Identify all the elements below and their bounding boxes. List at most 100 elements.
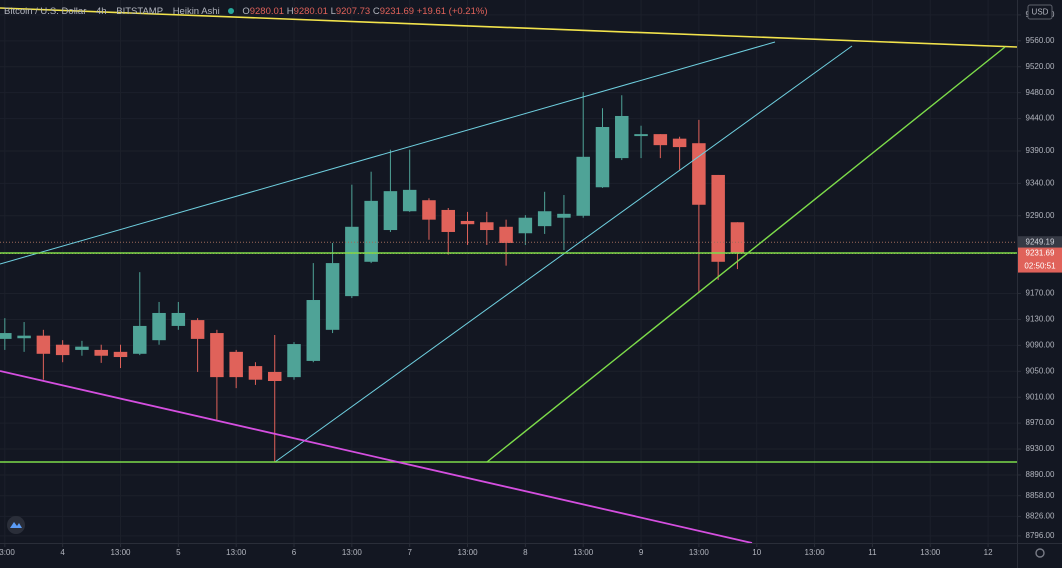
chart-style: Heikin Ashi [172,6,220,17]
candle-body [113,351,128,358]
currency-box [1027,4,1053,20]
candle-body [229,351,243,378]
ohlc-value: 9207.73 [335,6,371,17]
y-tick-label: 8796.00 [1026,531,1055,540]
y-tick-label: 9130.00 [1026,315,1055,324]
y-tick-label: 8890.00 [1026,470,1055,479]
candle-body [210,333,224,378]
y-tick-label: 9560.00 [1026,36,1055,45]
x-tick-label: 9 [639,548,644,557]
legend-header: Bitcoin / U.S. Dollar 4h BITSTAMP Heikin… [4,6,487,17]
trend-line [0,370,753,543]
ohlc-values: O9280.01 H9280.01 L9207.73 C9231.69 [242,6,416,17]
candle-body [383,191,398,231]
x-tick-label: 13:00 [805,548,826,557]
grid [0,0,1017,543]
y-tick-label: 9050.00 [1026,366,1055,375]
interval: 4h [96,6,107,17]
candle-body [634,134,648,137]
ohlc-value: 9280.01 [249,6,285,17]
symbol: Bitcoin / U.S. Dollar [4,6,87,17]
candle-body [17,335,31,339]
x-tick-label: 10 [752,548,761,557]
last-price-label: 9231.69 [1026,249,1055,258]
y-tick-label: 9090.00 [1026,340,1055,349]
y-tick-label: 9480.00 [1026,88,1055,97]
candle-body [460,220,475,225]
candle-body [615,115,629,159]
x-tick-label: 12 [984,548,993,557]
settings-icon[interactable] [1035,548,1045,558]
y-tick-label: 9520.00 [1026,62,1055,71]
countdown-label: 02:50:51 [1024,262,1056,271]
ohlc-label: C [372,6,380,17]
x-tick-label: 6 [292,548,297,557]
drawings [0,7,1017,543]
x-tick-label: 8 [523,548,528,557]
candle-body [248,366,263,380]
price-label-box [1018,236,1062,249]
candle-body [36,335,51,354]
ohlc-label: H [286,6,294,17]
x-tick-label: 13:00 [342,548,363,557]
x-tick-label: 13:00 [110,548,131,557]
candle-body [595,127,610,188]
x-tick-label: 11 [868,548,877,557]
ohlc-label: L [330,6,336,17]
change-percent: (+0.21%) [448,6,488,17]
y-tick-label: 9440.00 [1026,114,1055,123]
last-price-box [1018,247,1062,273]
candle-body [480,222,494,231]
y-tick-label: 8858.00 [1026,491,1055,500]
ohlc-value: 9280.01 [293,6,328,17]
x-tick-label: 7 [407,548,412,557]
candle-body [441,209,455,232]
candle-body [499,226,513,243]
candle-body [55,344,70,356]
ohlc-label: O [242,6,250,17]
candle-body [537,211,552,227]
trend-line [486,46,1006,463]
x-tick-label: 13:00 [0,548,15,557]
candle-body [557,213,571,218]
y-tick-label: 8930.00 [1026,444,1055,453]
y-tick-label: 9290.00 [1026,211,1055,220]
candle-body [364,200,378,262]
candle-body [422,200,436,220]
candle-body [152,312,166,341]
candle-body [133,325,147,354]
candle-body [75,346,89,350]
candle-body [345,226,359,297]
candle-body [171,312,186,326]
x-tick-label: 13:00 [226,548,247,557]
exchange: BITSTAMP [116,6,164,17]
x-tick-label: 4 [60,548,65,557]
candles [0,92,1017,463]
status-dot [228,8,235,15]
trend-line [0,7,1017,48]
x-tick-label: 13:00 [573,548,594,557]
y-tick-label: 9010.00 [1026,392,1055,401]
change: +19.61 [416,6,447,17]
x-tick-label: 5 [176,548,181,557]
price-label: 9249.19 [1026,237,1055,246]
candle-body [518,217,533,234]
currency-label: USD [1032,8,1049,17]
candle-body [190,320,205,339]
candle-body [730,222,745,254]
y-tick-label: 8970.00 [1026,418,1055,427]
candle-body [306,300,321,361]
candle-body [576,156,590,216]
trend-line [0,41,776,265]
candle-body [653,134,668,146]
ohlc-value: 9231.69 [379,6,415,17]
x-tick-label: 13:00 [689,548,710,557]
y-tick-label: 9390.00 [1026,146,1055,155]
candle-body [672,138,687,148]
x-tick-label: 13:00 [458,548,479,557]
y-tick-label: 9170.00 [1026,289,1055,298]
candle-body [325,263,340,330]
